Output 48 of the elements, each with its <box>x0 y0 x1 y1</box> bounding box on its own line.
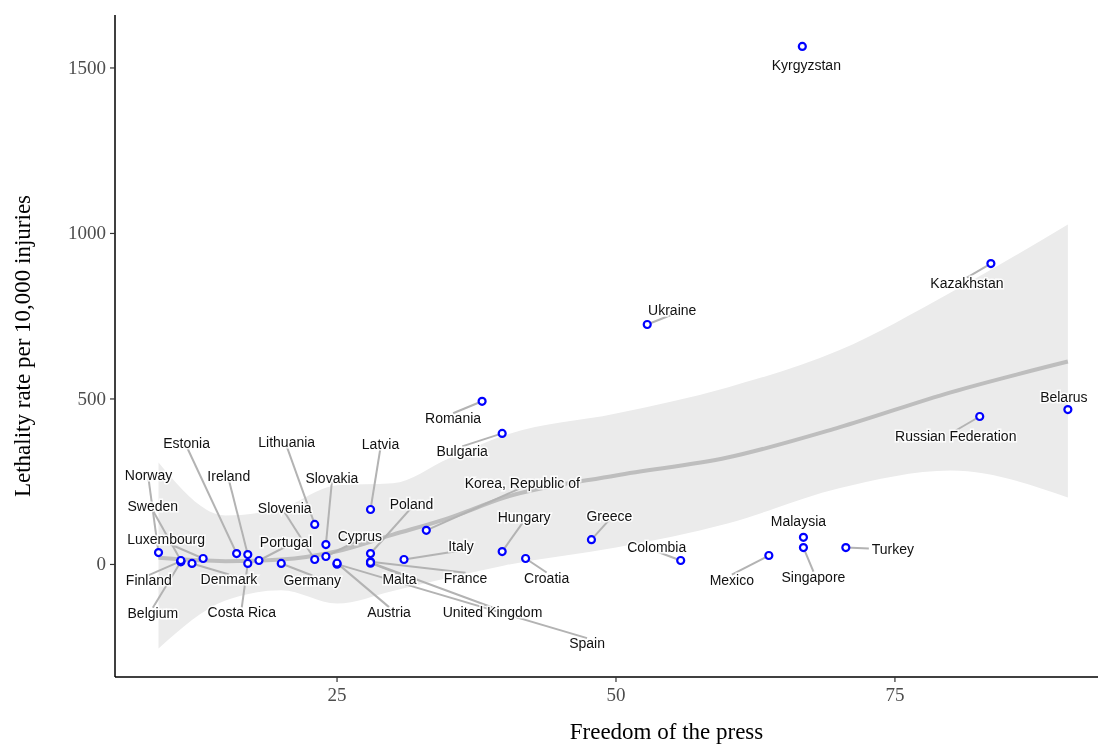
annotation: Denmark <box>200 571 259 588</box>
annotation: Sweden <box>127 498 179 515</box>
annotation: Romania <box>425 410 482 427</box>
annotation: Finland <box>125 572 172 589</box>
annotation: Mexico <box>709 571 755 588</box>
annotation: Cyprus <box>337 527 383 544</box>
annotation: Colombia <box>627 539 687 556</box>
annotation: Belgium <box>127 604 179 621</box>
y-tick-label: 1000 <box>68 222 106 244</box>
annotation: Norway <box>124 466 173 483</box>
annotation: Austria <box>367 604 412 621</box>
annotation: Hungary <box>497 508 551 525</box>
y-tick-label: 0 <box>96 553 106 575</box>
annotation: Ukraine <box>648 302 697 319</box>
x-tick-label: 50 <box>606 684 626 705</box>
y-tick-label: 1500 <box>68 56 106 78</box>
annotation: Lithuania <box>258 434 316 451</box>
annotation: Malaysia <box>770 513 827 530</box>
annotation: Spain <box>569 635 605 652</box>
x-tick-label: 25 <box>327 684 347 705</box>
annotation: Portugal <box>259 534 313 551</box>
x-tick-label: 75 <box>885 684 905 705</box>
annotation: Ireland <box>207 467 251 484</box>
annotation: Luxembourg <box>127 530 206 547</box>
annotation: Croatia <box>524 569 570 586</box>
annotation: Turkey <box>871 540 914 557</box>
annotation: Malta <box>382 571 417 588</box>
annotation: Slovakia <box>305 469 359 486</box>
y-tick-label: 500 <box>77 387 106 409</box>
annotation: Estonia <box>163 434 211 451</box>
annotation: Kazakhstan <box>930 274 1004 291</box>
annotation: Costa Rica <box>207 604 277 621</box>
annotation: Latvia <box>361 435 400 452</box>
annotation: Slovenia <box>257 500 312 517</box>
annotation: United Kingdom <box>442 604 543 621</box>
annotation: Korea, Republic of <box>464 475 580 492</box>
y-axis-title: Lethality rate per 10,000 injuries <box>10 194 35 498</box>
annotation: Singapore <box>781 568 846 585</box>
annotation: Kyrgyzstan <box>771 57 841 74</box>
annotation: Russian Federation <box>895 427 1017 444</box>
annotation: Poland <box>389 495 434 512</box>
annotation: France <box>443 569 488 586</box>
annotation: Greece <box>586 507 633 524</box>
x-axis-title: Freedom of the press <box>569 719 764 744</box>
annotation: Bulgaria <box>436 443 489 460</box>
annotation: Germany <box>283 572 342 589</box>
annotation: Belarus <box>1040 388 1088 405</box>
annotation: Italy <box>448 538 474 555</box>
